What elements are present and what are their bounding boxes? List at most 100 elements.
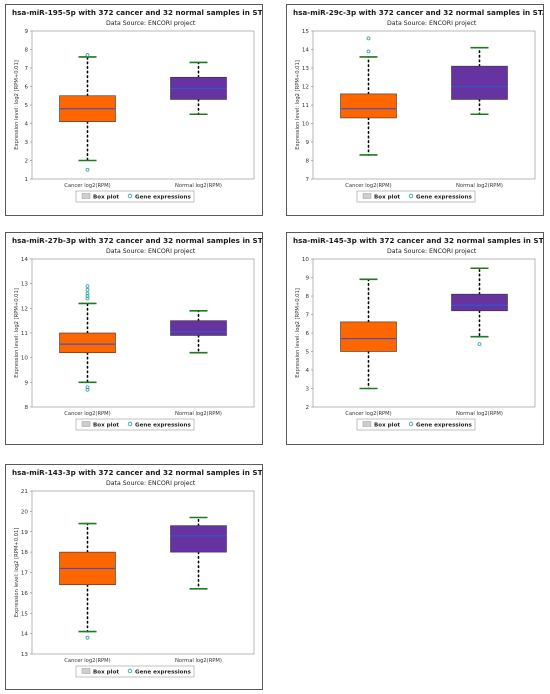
chart-svg: hsa-miR-145-3p with 372 cancer and 32 no… [293, 236, 543, 431]
outlier-point [366, 36, 371, 41]
y-tick-label: 2 [24, 159, 28, 165]
y-tick-label: 10 [21, 356, 29, 362]
y-axis-label: Expression level: log2 [RPM+0.01] [295, 60, 301, 150]
chart-svg: hsa-miR-195-5p with 372 cancer and 32 no… [12, 8, 262, 203]
box-normal [170, 525, 227, 553]
y-tick-label: 9 [305, 140, 309, 146]
x-category-label: Normal log2(RPM) [175, 658, 222, 664]
x-category-label: Normal log2(RPM) [456, 411, 503, 417]
y-tick-label: 11 [21, 331, 29, 337]
chart-subtitle: Data Source: ENCORI project [106, 20, 196, 27]
outlier-point [477, 342, 482, 346]
y-tick-label: 9 [24, 380, 28, 386]
y-tick-label: 4 [24, 122, 28, 128]
y-tick-label: 15 [302, 29, 310, 35]
legend-gene-label: Gene expressions [416, 195, 472, 201]
y-tick-label: 1 [24, 177, 28, 183]
legend-box-label: Box plot [93, 423, 119, 429]
y-tick-label: 21 [21, 489, 29, 495]
outlier-point [85, 287, 90, 292]
y-tick-label: 12 [302, 85, 309, 91]
box-cancer [59, 332, 116, 354]
y-tick-label: 14 [21, 632, 29, 638]
chart-panel-5: hsa-miR-143-3p with 372 cancer and 32 no… [5, 464, 263, 690]
box-normal [170, 320, 227, 336]
y-tick-label: 8 [24, 48, 28, 54]
legend-box-label: Box plot [93, 195, 119, 201]
y-tick-label: 18 [21, 550, 29, 556]
legend-box-label: Box plot [374, 423, 400, 429]
y-tick-label: 2 [305, 405, 309, 411]
y-tick-label: 12 [21, 306, 28, 312]
legend-frame [356, 190, 476, 203]
outlier-point [85, 53, 90, 57]
y-tick-label: 14 [302, 48, 310, 54]
x-category-label: Normal log2(RPM) [175, 411, 222, 417]
y-tick-label: 13 [21, 652, 29, 658]
outlier-point [85, 167, 90, 172]
legend-box-swatch [362, 193, 372, 199]
chart-subtitle: Data Source: ENCORI project [387, 248, 477, 255]
y-tick-label: 13 [302, 66, 310, 72]
legend-box-label: Box plot [93, 670, 119, 676]
chart-panel-2: hsa-miR-29c-3p with 372 cancer and 32 no… [286, 4, 544, 216]
x-category-label: Cancer log2(RPM) [345, 183, 391, 189]
chart-subtitle: Data Source: ENCORI project [106, 248, 196, 255]
legend-gene-label: Gene expressions [135, 670, 191, 676]
box-cancer [340, 93, 397, 119]
y-axis-label: Expression level: log2 [RPM+0.01] [14, 60, 20, 150]
legend-gene-marker [127, 421, 133, 427]
box-normal [451, 293, 508, 312]
chart-subtitle: Data Source: ENCORI project [387, 20, 477, 27]
box-cancer [340, 321, 397, 352]
y-tick-label: 3 [305, 387, 309, 393]
y-tick-label: 13 [21, 282, 29, 288]
x-category-label: Cancer log2(RPM) [64, 411, 110, 417]
y-tick-label: 10 [302, 122, 310, 128]
y-tick-label: 8 [305, 159, 309, 165]
legend-gene-marker [127, 193, 133, 199]
outlier-point [85, 294, 90, 298]
y-tick-label: 5 [24, 103, 28, 109]
y-tick-label: 15 [21, 611, 29, 617]
y-tick-label: 16 [21, 591, 29, 597]
y-tick-label: 9 [305, 276, 309, 282]
chart-svg: hsa-miR-29c-3p with 372 cancer and 32 no… [293, 8, 543, 203]
outlier-point [85, 385, 90, 390]
y-tick-label: 6 [305, 331, 309, 337]
legend-frame [356, 418, 476, 431]
x-category-label: Normal log2(RPM) [175, 183, 222, 189]
y-tick-label: 19 [21, 530, 29, 536]
y-tick-label: 3 [24, 140, 28, 146]
chart-svg: hsa-miR-27b-3p with 372 cancer and 32 no… [12, 236, 262, 431]
chart-subtitle: Data Source: ENCORI project [106, 480, 196, 487]
legend-gene-marker [408, 193, 414, 199]
outlier-point [366, 49, 371, 54]
legend-gene-label: Gene expressions [135, 423, 191, 429]
x-category-label: Cancer log2(RPM) [64, 658, 110, 664]
outlier-point [85, 387, 90, 392]
chart-panel-4: hsa-miR-145-3p with 372 cancer and 32 no… [286, 232, 544, 445]
legend-frame [75, 418, 195, 431]
y-axis-label: Expression level: log2 [RPM+0.01] [14, 288, 20, 378]
outlier-point [85, 284, 90, 289]
y-tick-label: 10 [302, 257, 310, 263]
chart-title: hsa-miR-195-5p with 372 cancer and 32 no… [12, 8, 262, 17]
y-tick-label: 11 [302, 103, 310, 109]
chart-title: hsa-miR-27b-3p with 372 cancer and 32 no… [12, 236, 262, 245]
legend-gene-label: Gene expressions [135, 195, 191, 201]
outlier-point [85, 291, 90, 296]
x-category-label: Normal log2(RPM) [456, 183, 503, 189]
legend-gene-marker [408, 421, 414, 427]
y-tick-label: 8 [305, 294, 309, 300]
y-tick-label: 17 [21, 571, 29, 577]
chart-svg: hsa-miR-143-3p with 372 cancer and 32 no… [12, 468, 262, 678]
chart-title: hsa-miR-143-3p with 372 cancer and 32 no… [12, 468, 262, 477]
y-tick-label: 7 [305, 313, 309, 319]
legend-box-label: Box plot [374, 195, 400, 201]
legend-box-swatch [81, 421, 91, 427]
chart-title: hsa-miR-145-3p with 372 cancer and 32 no… [293, 236, 543, 245]
y-tick-label: 5 [305, 350, 309, 356]
chart-panel-1: hsa-miR-195-5p with 372 cancer and 32 no… [5, 4, 263, 216]
y-axis-label: Expression level: log2 [RPM+0.01] [295, 288, 301, 378]
